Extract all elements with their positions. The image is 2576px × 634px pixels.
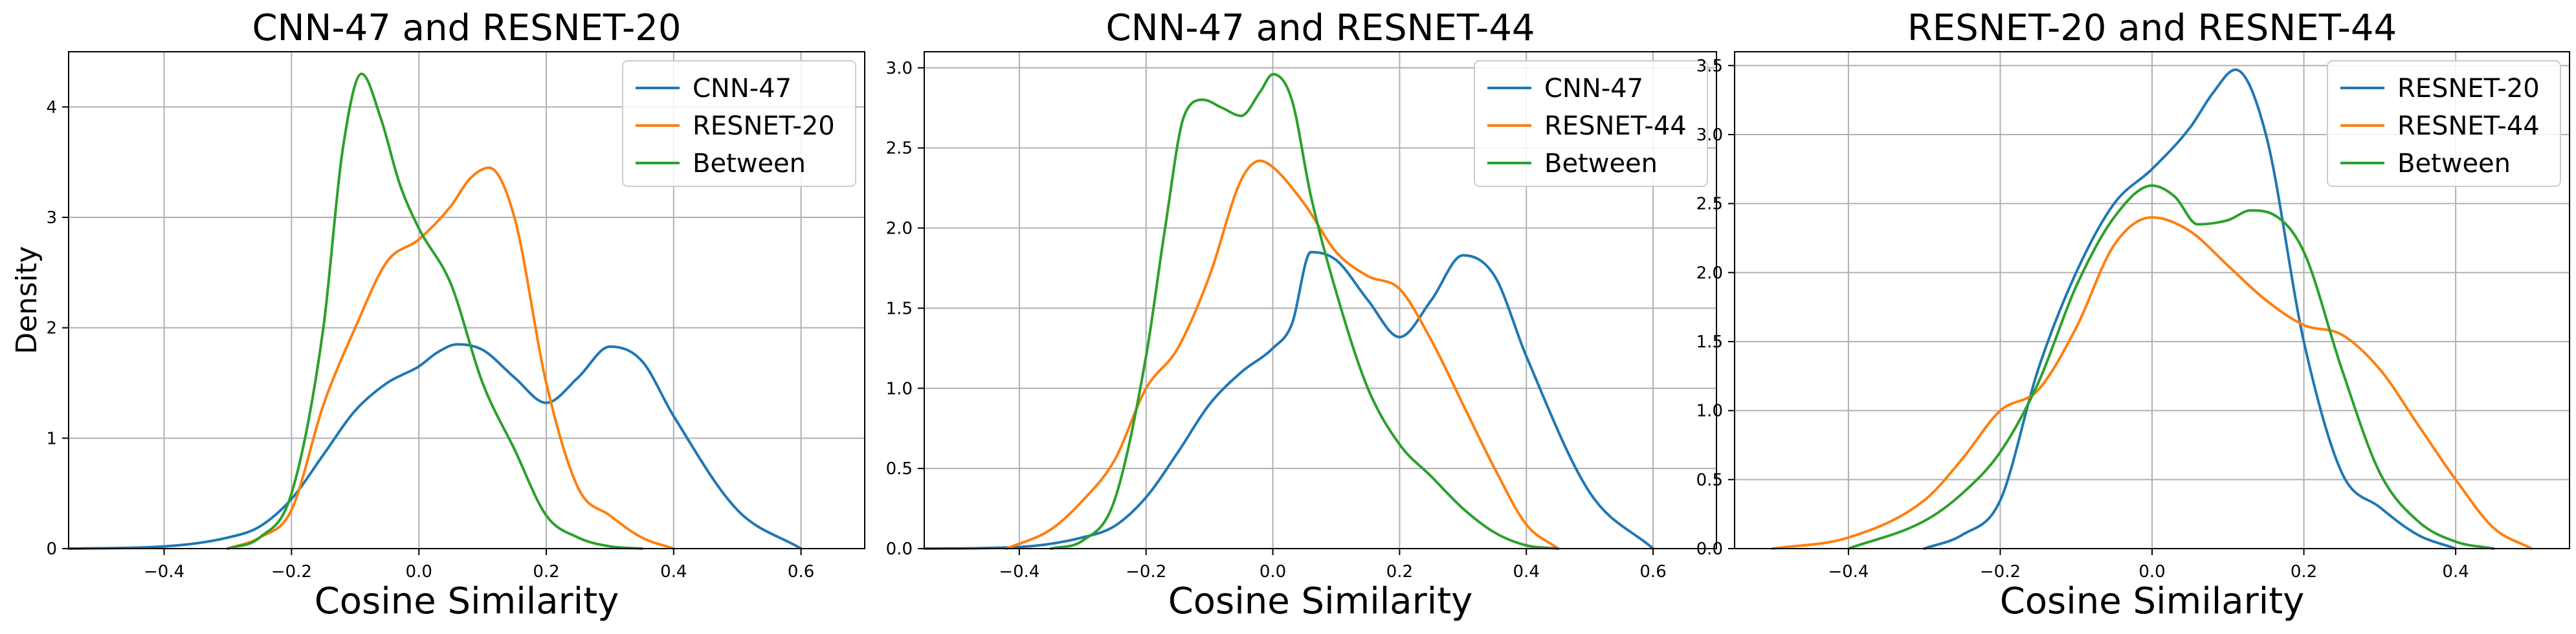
legend-box <box>1474 60 1708 187</box>
legend-label: CNN-47 <box>1544 74 1643 104</box>
x-tick-label: 0.4 <box>2442 562 2469 582</box>
x-tick-label: 0.6 <box>788 562 814 582</box>
y-tick-label: 2.5 <box>1696 195 1723 214</box>
y-tick-label: 1 <box>46 429 57 448</box>
series-line-between <box>1049 72 1560 550</box>
legend: CNN-47 RESNET-44 Between <box>1474 60 1708 187</box>
y-tick-label: 1.0 <box>886 379 913 399</box>
x-tick-label: −0.2 <box>1126 562 1166 582</box>
legend: RESNET-20 RESNET-44 Between <box>2327 60 2561 187</box>
y-tick-label: 0.0 <box>886 540 913 559</box>
legend-label: Between <box>2397 149 2511 179</box>
y-tick-label: 3.5 <box>1696 56 1723 76</box>
series-line-resnet-20 <box>1923 68 2458 550</box>
chart-title: RESNET-20 and RESNET-44 <box>1907 7 2397 49</box>
chart-panel-1: −0.4 −0.2 0.0 0.2 0.4 0.6 0 1 2 3 4 CNN-47 and RESN… <box>10 7 865 622</box>
x-tick-label: −0.4 <box>1828 562 1869 582</box>
x-tick-label: 0.0 <box>2138 562 2165 582</box>
x-tick-label: −0.2 <box>1980 562 2021 582</box>
y-tick-label: 3.0 <box>886 59 913 78</box>
series-line-between <box>1847 184 2495 550</box>
y-tick-label: 0.0 <box>1696 540 1723 559</box>
series-line-between <box>227 72 643 550</box>
legend-label: Between <box>1544 149 1658 179</box>
x-axis-label: Cosine Similarity <box>315 580 619 622</box>
series-line-cnn-47 <box>923 250 1655 550</box>
y-tick-label: 2.0 <box>886 219 913 239</box>
x-tick-label: 0.2 <box>533 562 559 582</box>
x-tick-label: 0.2 <box>1386 562 1413 582</box>
legend-label: RESNET-44 <box>1544 111 1687 141</box>
y-tick-label: 2 <box>46 319 57 338</box>
legend: CNN-47 RESNET-20 Between <box>622 60 856 187</box>
y-tick-label: 0 <box>46 540 57 559</box>
legend-label: Between <box>693 149 806 179</box>
legend-label: CNN-47 <box>693 74 792 104</box>
x-axis-label: Cosine Similarity <box>1168 580 1473 622</box>
y-tick-label: 2.0 <box>1696 263 1723 283</box>
y-tick-label: 4 <box>46 98 57 117</box>
series-line-resnet-44 <box>1005 159 1560 550</box>
axes-frame <box>924 51 1717 549</box>
x-tick-label: 0.0 <box>1260 562 1286 582</box>
x-tick-label: 0.4 <box>1513 562 1540 582</box>
x-tick-label: 0.6 <box>1639 562 1666 582</box>
y-tick-label: 3 <box>46 208 57 228</box>
y-tick-label: 0.5 <box>1696 470 1723 490</box>
series-line-resnet-44 <box>1771 216 2533 550</box>
series-line-cnn-47 <box>67 343 803 550</box>
x-axis-label: Cosine Similarity <box>2000 580 2305 622</box>
chart-panel-3: −0.4 −0.2 0.0 0.2 0.4 0.0 0.5 1.0 1.5 2.0 2.5 3.0 3.… <box>1696 7 2570 622</box>
chart-title: CNN-47 and RESNET-44 <box>1106 7 1535 49</box>
y-tick-label: 2.5 <box>886 139 913 158</box>
chart-panel-2: −0.4 −0.2 0.0 0.2 0.4 0.6 0.0 0.5 1.0 1.5 2.0 2.5 3.… <box>886 7 1717 622</box>
x-tick-label: −0.4 <box>999 562 1039 582</box>
legend-label: RESNET-44 <box>2397 111 2540 141</box>
legend-box <box>622 60 856 187</box>
y-tick-label: 1.5 <box>886 299 913 318</box>
legend-label: RESNET-20 <box>693 111 835 141</box>
y-tick-label: 3.0 <box>1696 126 1723 145</box>
chart-title: CNN-47 and RESNET-20 <box>252 7 682 49</box>
x-tick-label: 0.4 <box>660 562 687 582</box>
x-tick-label: 0.0 <box>406 562 432 582</box>
series-line-resnet-20 <box>227 166 675 550</box>
y-axis-label: Density <box>10 246 43 354</box>
y-tick-label: 1.5 <box>1696 333 1723 352</box>
x-tick-label: −0.2 <box>271 562 312 582</box>
x-tick-label: −0.4 <box>144 562 184 582</box>
y-tick-label: 1.0 <box>1696 402 1723 421</box>
axes-frame <box>68 51 865 549</box>
x-tick-label: 0.2 <box>2291 562 2317 582</box>
legend-label: RESNET-20 <box>2397 74 2540 104</box>
legend-box <box>2327 60 2561 187</box>
y-tick-label: 0.5 <box>886 459 913 479</box>
